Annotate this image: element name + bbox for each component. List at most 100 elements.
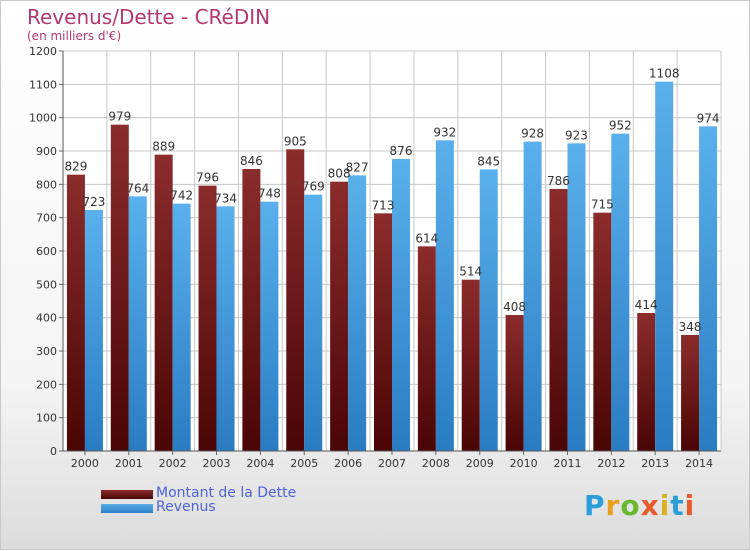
bar-debt-2007 xyxy=(374,213,392,451)
data-label-revenue-2005: 769 xyxy=(302,180,325,194)
y-tick-label: 1200 xyxy=(29,45,57,58)
data-label-debt-2003: 796 xyxy=(196,171,219,185)
bar-debt-2006 xyxy=(330,181,349,451)
data-label-debt-2007: 713 xyxy=(372,198,395,212)
data-label-revenue-2002: 742 xyxy=(170,189,193,203)
data-label-revenue-2009: 845 xyxy=(477,154,500,168)
data-label-revenue-2011: 923 xyxy=(565,128,588,142)
x-tick-label: 2014 xyxy=(685,457,713,470)
bar-revenue-2001 xyxy=(128,196,147,451)
y-tick-label: 800 xyxy=(36,178,57,191)
y-tick-label: 600 xyxy=(36,245,57,258)
data-label-debt-2008: 614 xyxy=(415,231,438,245)
data-label-debt-2006: 808 xyxy=(328,167,351,181)
y-tick-label: 0 xyxy=(50,445,57,458)
data-label-debt-2013: 414 xyxy=(635,298,658,312)
axis-layer: 0 100 200 300 400 500 600 700 800 900 1000 1100 1200… xyxy=(29,45,721,470)
y-tick-label: 1000 xyxy=(29,112,57,125)
bar-revenue-2013 xyxy=(655,81,674,452)
proxiti-logo: Proxiti xyxy=(584,489,696,522)
bars-layer xyxy=(66,81,718,452)
data-label-debt-2004: 846 xyxy=(240,154,263,168)
data-label-debt-2001: 979 xyxy=(108,110,131,124)
data-label-debt-2005: 905 xyxy=(284,134,307,148)
chart-subtitle: (en milliers d'€) xyxy=(27,29,122,43)
bar-revenue-2004 xyxy=(260,201,279,451)
bar-revenue-2011 xyxy=(567,143,586,452)
y-tick-label: 100 xyxy=(36,412,57,425)
bar-revenue-2007 xyxy=(392,159,410,451)
bar-revenue-2014 xyxy=(699,126,718,451)
x-tick-label: 2007 xyxy=(378,457,406,470)
data-label-debt-2000: 829 xyxy=(64,160,87,174)
data-label-revenue-2008: 932 xyxy=(433,125,456,139)
x-tick-label: 2011 xyxy=(553,457,581,470)
legend-label-debt: Montant de la Dette xyxy=(156,485,297,501)
data-label-revenue-2007: 876 xyxy=(390,144,413,158)
bar-debt-2013 xyxy=(637,313,656,451)
x-tick-label: 2008 xyxy=(422,457,450,470)
data-label-debt-2010: 408 xyxy=(503,300,526,314)
bar-debt-2000 xyxy=(66,174,85,451)
data-label-debt-2012: 715 xyxy=(591,198,614,212)
bar-revenue-2002 xyxy=(172,203,191,451)
bar-debt-2002 xyxy=(154,154,173,451)
data-label-debt-2014: 348 xyxy=(679,320,702,334)
x-tick-label: 2013 xyxy=(641,457,669,470)
x-tick-label: 2009 xyxy=(466,457,494,470)
data-label-revenue-2003: 734 xyxy=(214,191,237,205)
x-tick-label: 2006 xyxy=(334,457,362,470)
chart-title: Revenus/Dette - CRéDIN xyxy=(27,5,271,29)
y-tick-label: 1100 xyxy=(29,78,57,91)
y-tick-label: 500 xyxy=(36,278,57,291)
data-label-revenue-2012: 952 xyxy=(609,119,632,133)
bar-debt-2004 xyxy=(242,169,261,451)
x-tick-label: 2003 xyxy=(203,457,231,470)
data-label-revenue-2006: 827 xyxy=(346,160,369,174)
data-label-revenue-2001: 764 xyxy=(126,181,149,195)
data-label-debt-2011: 786 xyxy=(547,174,570,188)
bar-revenue-2012 xyxy=(611,133,630,451)
bar-revenue-2009 xyxy=(479,169,498,452)
x-tick-label: 2012 xyxy=(597,457,625,470)
bar-revenue-2006 xyxy=(348,175,367,452)
bar-debt-2005 xyxy=(286,149,305,452)
data-label-revenue-2014: 974 xyxy=(697,111,720,125)
x-tick-label: 2010 xyxy=(510,457,538,470)
x-tick-label: 2001 xyxy=(115,457,143,470)
data-label-revenue-2010: 928 xyxy=(521,127,544,141)
x-tick-label: 2005 xyxy=(290,457,318,470)
y-tick-label: 900 xyxy=(36,145,57,158)
x-tick-label: 2002 xyxy=(159,457,187,470)
bar-debt-2014 xyxy=(681,335,700,451)
bar-revenue-2008 xyxy=(435,140,454,452)
bar-debt-2009 xyxy=(461,279,480,451)
data-label-revenue-2000: 723 xyxy=(82,195,105,209)
bar-revenue-2003 xyxy=(216,206,235,451)
bar-revenue-2010 xyxy=(523,141,542,451)
y-tick-label: 700 xyxy=(36,212,57,225)
legend-swatch-revenue xyxy=(101,504,153,513)
data-label-debt-2009: 514 xyxy=(459,265,482,279)
labels-layer: 8297239797648897427967348467489057698088… xyxy=(64,67,719,334)
y-tick-label: 300 xyxy=(36,345,57,358)
bar-debt-2001 xyxy=(110,124,129,452)
y-tick-label: 200 xyxy=(36,378,57,391)
bar-debt-2011 xyxy=(549,189,568,451)
bar-debt-2010 xyxy=(505,315,524,451)
data-label-revenue-2013: 1108 xyxy=(649,67,680,81)
bar-debt-2012 xyxy=(593,212,612,451)
x-tick-label: 2000 xyxy=(71,457,99,470)
data-label-revenue-2004: 748 xyxy=(258,187,281,201)
bar-debt-2008 xyxy=(417,246,436,451)
legend-label-revenue: Revenus xyxy=(156,499,216,515)
data-label-debt-2002: 889 xyxy=(152,140,175,154)
bar-debt-2003 xyxy=(198,185,217,451)
bar-revenue-2005 xyxy=(304,194,323,451)
bar-revenue-2000 xyxy=(84,210,103,451)
y-tick-label: 400 xyxy=(36,312,57,325)
legend-swatch-debt xyxy=(101,490,153,499)
x-tick-label: 2004 xyxy=(246,457,274,470)
